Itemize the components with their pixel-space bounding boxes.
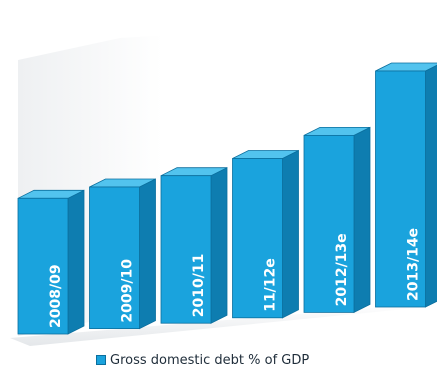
bar-1: 2008/09 <box>17 189 85 335</box>
category-label-3: 2010/11 <box>191 254 207 318</box>
bar-front-face <box>375 70 426 308</box>
legend: Gross domestic debt % of GDP <box>96 351 309 369</box>
bars-layer: 2008/09 2009/10 2010/11 11/12e 2012/13e 2013/… <box>17 62 437 335</box>
bar-5: 2012/13e <box>303 126 371 314</box>
category-label-6: 2013/14e <box>406 228 422 301</box>
bar-front-face <box>17 197 69 335</box>
bar-side-face <box>282 149 299 319</box>
category-label-5: 2012/13e <box>334 233 350 306</box>
bar-2: 2009/10 <box>89 178 156 330</box>
floor <box>10 304 436 346</box>
bar-side-face <box>139 178 156 330</box>
bar-3: 2010/11 <box>160 167 228 324</box>
bar-side-face <box>425 64 437 308</box>
legend-swatch <box>96 355 106 365</box>
bar-6: 2013/14e <box>375 62 437 308</box>
bar-side-face <box>353 126 371 314</box>
bar-4: 11/12e <box>232 149 299 319</box>
bar-side-face <box>210 167 228 324</box>
legend-label: Gross domestic debt % of GDP <box>110 352 310 368</box>
bar-side-face <box>67 189 85 335</box>
category-label-4: 11/12e <box>263 258 279 312</box>
bar-front-face <box>89 186 140 330</box>
bar-front-face <box>303 134 355 313</box>
category-label-2: 2009/10 <box>120 259 136 323</box>
bar-front-face <box>232 158 283 319</box>
category-label-1: 2008/09 <box>48 264 64 328</box>
bar-front-face <box>160 175 212 324</box>
